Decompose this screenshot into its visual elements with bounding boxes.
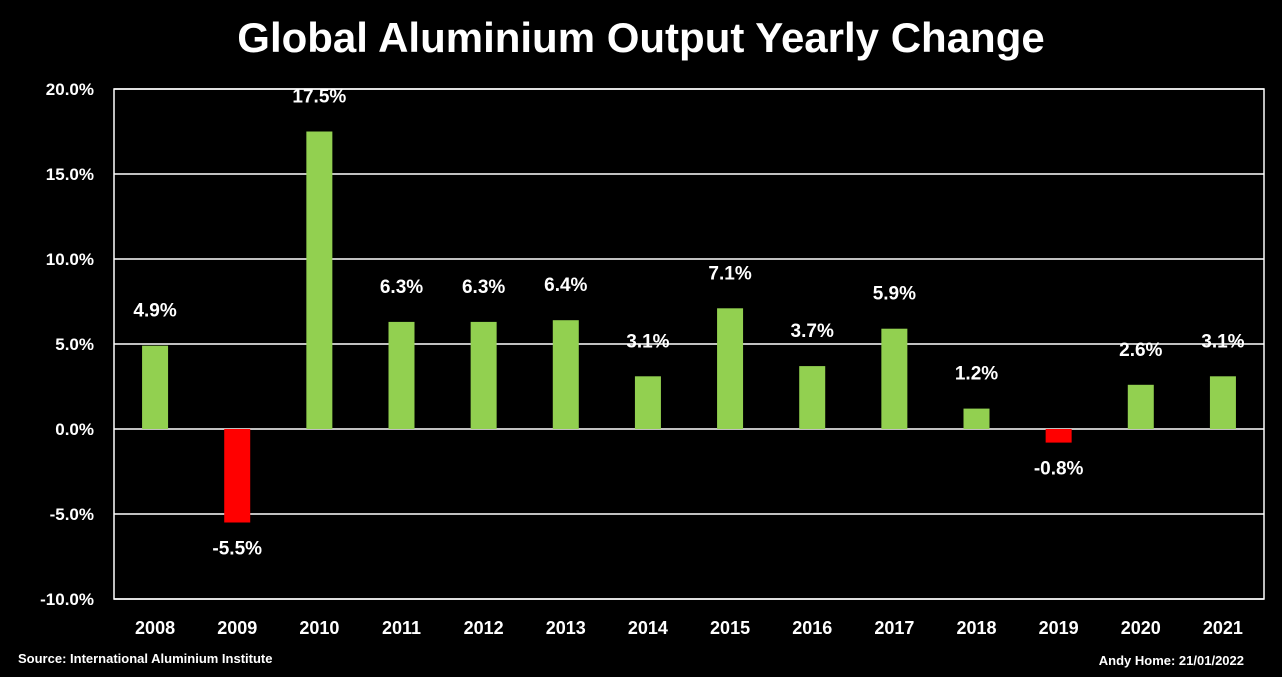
bar-2021: [1209, 376, 1236, 429]
y-tick-label: 5.0%: [55, 335, 94, 354]
x-axis-ticks: 2008 2009 2010 2011 2012 2013 2014 2015 2016 2017…: [135, 618, 1243, 638]
gridlines: [114, 88, 1264, 600]
x-tick-label: 2011: [382, 618, 421, 638]
x-tick-label: 2013: [546, 618, 586, 638]
bar-2008: [142, 345, 169, 429]
x-tick-label: 2009: [217, 618, 257, 638]
x-tick-label: 2021: [1203, 618, 1243, 638]
data-label: -0.8%: [1034, 459, 1084, 480]
y-tick-label: 0.0%: [55, 420, 94, 439]
y-tick-label: 15.0%: [46, 165, 94, 184]
bar-2012: [470, 321, 497, 429]
bar-2017: [881, 328, 908, 429]
author-credit: Andy Home: 21/01/2022: [1098, 653, 1244, 668]
bar-2011: [388, 321, 415, 429]
data-label: 1.2%: [955, 364, 998, 385]
x-tick-label: 2018: [956, 618, 996, 638]
x-tick-label: 2008: [135, 618, 175, 638]
data-label: 6.4%: [544, 275, 587, 296]
bar-2018: [963, 408, 990, 429]
y-tick-label: -10.0%: [40, 590, 94, 609]
bar-2015: [717, 308, 744, 429]
x-tick-label: 2012: [464, 618, 504, 638]
data-label: 3.7%: [791, 321, 834, 342]
data-label: -5.5%: [212, 539, 262, 560]
bar-2019: [1045, 429, 1072, 443]
x-tick-label: 2019: [1039, 618, 1079, 638]
x-tick-label: 2016: [792, 618, 832, 638]
data-label: 6.3%: [380, 277, 423, 298]
y-tick-label: -5.0%: [50, 505, 94, 524]
bar-2009: [224, 429, 251, 523]
x-tick-label: 2014: [628, 618, 668, 638]
bar-2010: [306, 131, 333, 429]
data-label: 3.1%: [626, 331, 669, 352]
y-tick-label: 10.0%: [46, 250, 94, 269]
data-labels: 4.9% -5.5% 17.5% 6.3% 6.3% 6.4% 3.1% 7.1% 3.7% 5.…: [133, 87, 1244, 560]
data-label: 3.1%: [1201, 331, 1244, 352]
data-label: 7.1%: [708, 263, 751, 284]
y-axis-ticks: 20.0% 15.0% 10.0% 5.0% 0.0% -5.0% -10.0%: [40, 80, 94, 609]
data-label: 4.9%: [133, 301, 176, 322]
bar-2016: [799, 366, 826, 429]
plot-frame: [113, 88, 1265, 600]
data-label: 2.6%: [1119, 340, 1162, 361]
bar-2020: [1127, 384, 1154, 429]
x-tick-label: 2017: [874, 618, 914, 638]
x-tick-label: 2020: [1121, 618, 1161, 638]
x-tick-label: 2010: [299, 618, 339, 638]
chart-title: Global Aluminium Output Yearly Change: [237, 14, 1045, 61]
bars: [142, 131, 1236, 523]
x-tick-label: 2015: [710, 618, 750, 638]
bar-2013: [552, 320, 579, 429]
data-label: 17.5%: [292, 87, 346, 108]
data-label: 5.9%: [873, 284, 916, 305]
bar-2014: [634, 376, 661, 429]
data-label: 6.3%: [462, 277, 505, 298]
source-note: Source: International Aluminium Institut…: [18, 651, 273, 666]
y-tick-label: 20.0%: [46, 80, 94, 99]
